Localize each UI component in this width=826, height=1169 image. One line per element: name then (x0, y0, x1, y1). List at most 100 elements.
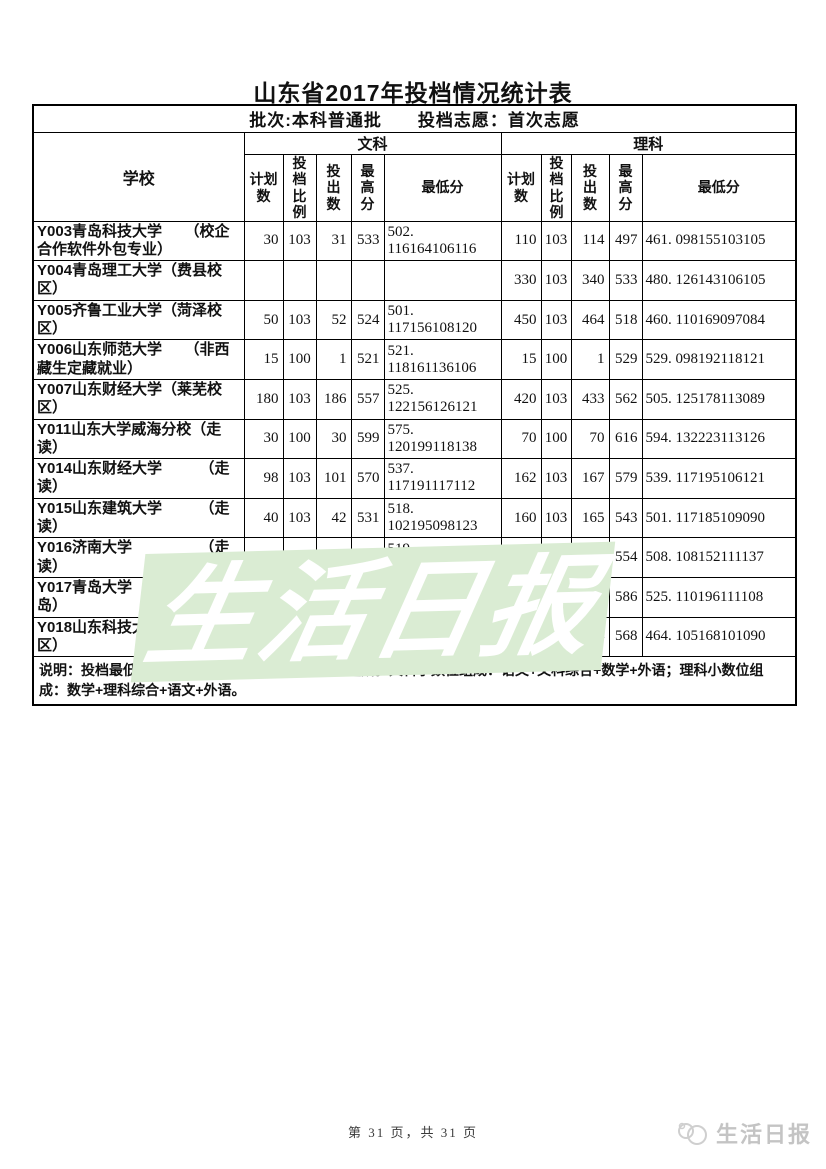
cell-arts-min: 575. 120199118138 (383, 418, 502, 460)
cell-science-max: 518 (608, 299, 643, 341)
cell-arts-ratio: 103 (282, 220, 317, 262)
cell-science-min: 460. 110169097084 (641, 299, 797, 341)
cell-arts-plan: 30 (243, 418, 284, 460)
cell-science-plan: 330 (500, 260, 542, 301)
cell-arts-ratio: 103 (282, 299, 317, 341)
cell-school: Y006山东师范大学 （非西藏生定藏就业） (32, 339, 245, 380)
table-row: Y015山东建筑大学 （走读） 40 103 42 531 518. 10219… (32, 497, 797, 539)
cell-arts-sent: 52 (315, 299, 352, 341)
science-plan-header: 计划数 (500, 153, 542, 222)
lifedaily-logo-icon (673, 1118, 711, 1148)
cell-science-max: 562 (608, 378, 643, 420)
cell-science-ratio: 100 (540, 418, 572, 460)
cell-arts-ratio: 100 (282, 418, 317, 460)
cell-arts-plan: 40 (243, 497, 284, 539)
cell-science-min: 461. 098155103105 (641, 220, 797, 262)
arts-ratio-header: 投档比例 (282, 153, 317, 222)
cell-arts-max: 531 (350, 497, 385, 539)
cell-science-min: 480. 126143106105 (641, 260, 797, 301)
table-row: Y006山东师范大学 （非西藏生定藏就业） 15 100 1 521 521. … (32, 339, 797, 380)
cell-science-plan: 450 (500, 299, 542, 341)
cell-science-ratio: 100 (540, 339, 572, 380)
cell-science-plan: 15 (500, 339, 542, 380)
cell-science-min: 501. 117185109090 (641, 497, 797, 539)
arts-min-header: 最低分 (383, 153, 502, 222)
table-row: Y007山东财经大学（莱芜校区） 180 103 186 557 525. 12… (32, 378, 797, 420)
cell-science-sent: 114 (570, 220, 610, 262)
school-column-header: 学校 (32, 131, 245, 222)
cell-arts-max: 557 (350, 378, 385, 420)
watermark-text: 生活日报 (136, 544, 610, 679)
cell-arts-max: 599 (350, 418, 385, 460)
cell-arts-plan: 30 (243, 220, 284, 262)
cell-arts-min: 521. 118161136106 (383, 339, 502, 380)
arts-sent-header: 投出数 (315, 153, 352, 222)
batch-header-row: 批次:本科普通批 投档志愿：首次志愿 (32, 104, 797, 133)
page-number: 第 31 页，共 31 页 (347, 1125, 478, 1140)
cell-arts-ratio: 103 (282, 497, 317, 539)
cell-science-max: 497 (608, 220, 643, 262)
cell-science-max: 568 (608, 616, 643, 658)
cell-science-plan: 110 (500, 220, 542, 262)
cell-science-plan: 162 (500, 458, 542, 499)
cell-arts-sent: 30 (315, 418, 352, 460)
cell-arts-sent: 101 (315, 458, 352, 499)
cell-arts-max: 570 (350, 458, 385, 499)
arts-plan-header: 计划数 (243, 153, 284, 222)
table-row: Y004青岛理工大学（费县校区） 330 103 340 533 480. 12… (32, 260, 797, 301)
cell-school: Y015山东建筑大学 （走读） (32, 497, 245, 539)
group-header-row: 学校 文科 理科 (32, 131, 797, 222)
cell-arts-ratio: 103 (282, 458, 317, 499)
cell-arts-max (350, 260, 385, 301)
cell-science-plan: 70 (500, 418, 542, 460)
science-ratio-header: 投档比例 (540, 153, 572, 222)
cell-science-min: 508. 108152111137 (641, 537, 797, 578)
table-row: Y011山东大学威海分校（走读） 30 100 30 599 575. 1201… (32, 418, 797, 460)
admission-stats-table: 批次:本科普通批 投档志愿：首次志愿 学校 文科 理科 计划数 投档比例 投出数… (32, 104, 798, 706)
cell-science-ratio: 103 (540, 260, 572, 301)
cell-arts-ratio: 103 (282, 378, 317, 420)
cell-arts-plan: 50 (243, 299, 284, 341)
cell-arts-sent: 31 (315, 220, 352, 262)
cell-arts-ratio: 100 (282, 339, 317, 380)
column-header-row: 计划数 投档比例 投出数 最高分 最低分 计划数 投档比例 投出数 最高分 最低… (33, 153, 797, 222)
cell-school: Y011山东大学威海分校（走读） (32, 418, 245, 460)
cell-arts-plan: 180 (243, 378, 284, 420)
cell-science-sent: 464 (570, 299, 610, 341)
cell-arts-sent: 186 (315, 378, 352, 420)
cell-arts-min (383, 260, 502, 301)
cell-science-ratio: 103 (540, 378, 572, 420)
brand-logo: 生活日报 (673, 1117, 812, 1149)
cell-science-sent: 433 (570, 378, 610, 420)
cell-school: Y004青岛理工大学（费县校区） (32, 260, 245, 301)
cell-arts-min: 501. 117156108120 (383, 299, 502, 341)
cell-science-max: 579 (608, 458, 643, 499)
cell-science-plan: 160 (500, 497, 542, 539)
newspaper-watermark: 生活日报 (130, 541, 616, 683)
batch-line: 批次:本科普通批 投档志愿：首次志愿 (32, 104, 797, 133)
cell-arts-min: 537. 117191117112 (383, 458, 502, 499)
page-title: 山东省2017年投档情况统计表 (253, 80, 573, 106)
arts-group-header: 文科 (243, 131, 502, 155)
cell-science-min: 464. 105168101090 (641, 616, 797, 658)
cell-science-sent: 1 (570, 339, 610, 380)
cell-arts-plan: 15 (243, 339, 284, 380)
cell-science-max: 543 (608, 497, 643, 539)
cell-science-sent: 165 (570, 497, 610, 539)
cell-arts-max: 524 (350, 299, 385, 341)
cell-science-max: 616 (608, 418, 643, 460)
arts-max-header: 最高分 (350, 153, 385, 222)
cell-science-min: 505. 125178113089 (641, 378, 797, 420)
cell-arts-sent: 1 (315, 339, 352, 380)
cell-arts-plan (243, 260, 284, 301)
science-max-header: 最高分 (608, 153, 643, 222)
cell-science-max: 586 (608, 576, 643, 618)
cell-arts-min: 502. 116164106116 (383, 220, 502, 262)
cell-arts-sent: 42 (315, 497, 352, 539)
cell-science-sent: 70 (570, 418, 610, 460)
cell-school: Y005齐鲁工业大学（菏泽校区） (32, 299, 245, 341)
science-group-header: 理科 (500, 131, 797, 155)
cell-science-min: 525. 110196111108 (641, 576, 797, 618)
cell-science-sent: 340 (570, 260, 610, 301)
